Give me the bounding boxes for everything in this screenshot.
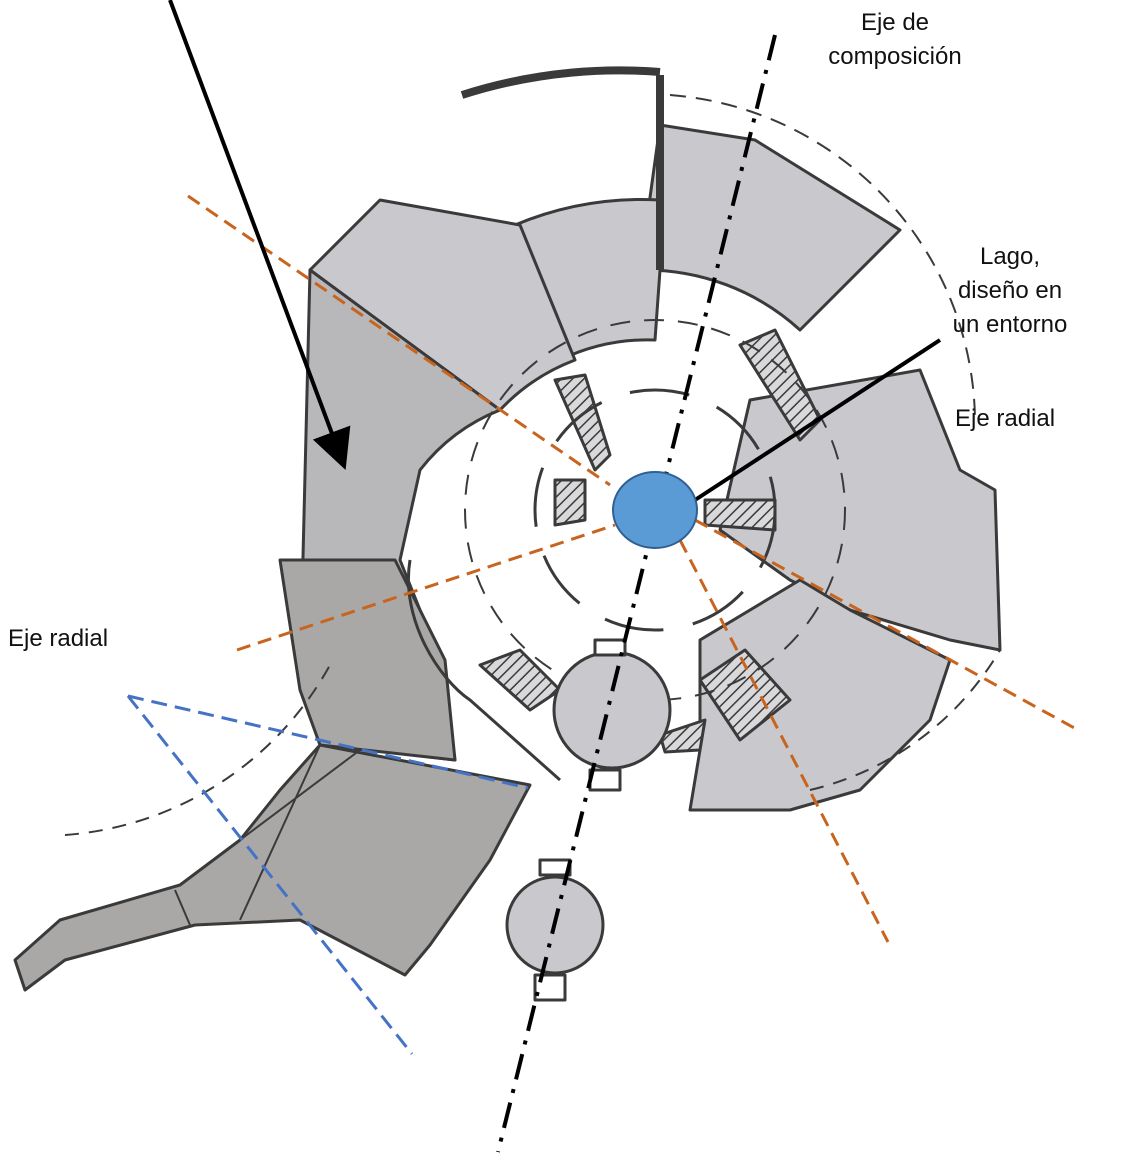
radial-axis-orange-right [694,518,1079,732]
radial-axis-label-right: Eje radial [955,405,1056,432]
radial-axis-orange-upper-left [187,194,611,487]
wing-top-right [638,123,902,332]
composition-axis-label: Eje de composición [828,9,962,70]
wing-left-lower [278,558,457,762]
central-court-ring [464,319,846,701]
hatched-ramp-bottom-left [478,648,562,712]
hatched-ramp-bottom-right [698,648,792,742]
radial-axis-blue-lower [126,695,414,1055]
composition-axis [496,34,777,1153]
hatched-ramp-right [703,498,777,532]
pointer-arrow [168,0,351,470]
radial-axis-orange-lower-right [678,539,890,943]
inner-ring [533,388,777,632]
lake-pointer-line [693,338,942,502]
lake-ellipse [612,471,698,549]
radial-axis-label-left: Eje radial [8,625,109,652]
hatched-ramp-bottom [658,718,707,754]
blue-radial-axes [126,694,529,1055]
hatched-ramp-top [553,373,612,472]
hatched-ramp-left [553,478,587,527]
pavilion-circle-upper [552,650,672,770]
radial-axis-blue-upper [127,694,529,790]
lake-label: Lago, diseño en un entorno [952,243,1068,338]
building-plan [13,66,1002,1002]
wing-bottom-right [688,578,952,812]
radial-axis-orange-left [236,523,616,652]
wing-bottom-left [13,743,532,992]
wing-bottom-left-inner [174,744,361,926]
outer-dashed-arc-right [809,649,1001,791]
wing-top-left [308,198,577,412]
inner-curve-wall [407,559,561,782]
outer-roof-arc [460,66,661,99]
outer-dashed-ring [669,94,976,421]
orange-radial-axes [187,194,1079,943]
